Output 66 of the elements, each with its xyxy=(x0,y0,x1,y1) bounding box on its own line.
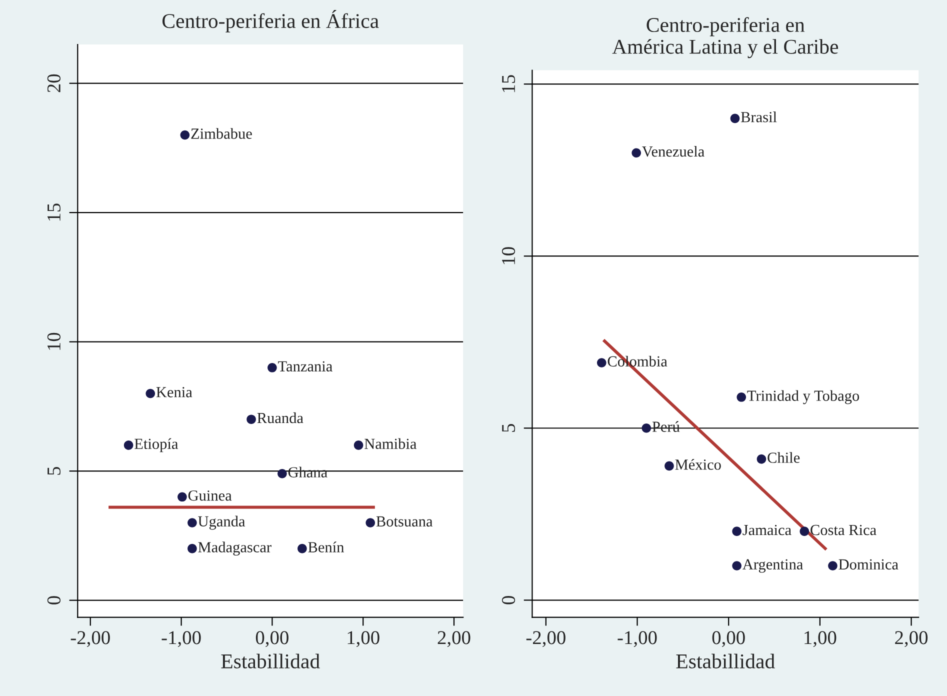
data-label: Chile xyxy=(768,452,800,463)
point xyxy=(268,362,277,372)
y-tick-label: 15 xyxy=(47,204,61,221)
chart-title: Centro-periferia en África xyxy=(162,10,379,32)
x-tick-label: -1,00 xyxy=(162,631,201,648)
point xyxy=(298,544,307,554)
y-tick-label: 10 xyxy=(502,247,516,264)
data-label: Brasil xyxy=(740,112,777,122)
point xyxy=(188,518,197,528)
data-label: Namibia xyxy=(364,438,416,450)
data-label: Dominica xyxy=(838,559,898,570)
point xyxy=(632,148,641,158)
y-tick-label: 0 xyxy=(47,596,61,604)
x-axis-title: Estabillidad xyxy=(221,654,320,668)
point xyxy=(732,526,742,536)
data-label: México xyxy=(675,459,721,470)
point xyxy=(756,454,766,464)
data-label: Trinidad y Tobago xyxy=(747,390,860,404)
point xyxy=(642,423,652,433)
point xyxy=(730,114,740,124)
point xyxy=(146,388,156,398)
data-label: Botsuana xyxy=(376,516,433,527)
x-tick-label: 1,00 xyxy=(348,631,380,648)
point xyxy=(246,414,256,424)
point xyxy=(188,544,197,554)
point xyxy=(596,358,606,368)
y-tick-label: 15 xyxy=(502,75,516,92)
x-tick-label: 2,00 xyxy=(895,631,928,648)
data-label: Venezuela xyxy=(642,146,704,157)
data-label: Costa Rica xyxy=(810,524,876,536)
x-axis-title: Estabillidad xyxy=(676,654,775,668)
y-tick-label: 20 xyxy=(47,74,61,92)
data-label: Guinea xyxy=(188,490,232,501)
x-tick-label: 0,00 xyxy=(712,631,745,648)
x-tick-label: -2,00 xyxy=(526,631,566,648)
point xyxy=(828,561,838,570)
x-tick-label: -2,00 xyxy=(70,631,110,648)
data-label: Uganda xyxy=(198,516,246,530)
data-label: Etiopía xyxy=(134,438,178,452)
data-label: Jamaica xyxy=(742,524,792,536)
data-label: Tanzania xyxy=(278,361,332,372)
y-tick-label: 0 xyxy=(502,596,516,604)
data-label: Kenia xyxy=(156,387,192,398)
x-tick-label: 0,00 xyxy=(256,631,288,648)
x-tick-label: 1,00 xyxy=(804,631,836,648)
point xyxy=(736,392,746,402)
point xyxy=(732,561,742,570)
point xyxy=(800,526,810,536)
x-tick-label: -1,00 xyxy=(618,631,657,648)
data-label: Benín xyxy=(308,542,344,552)
chart-title: Centro-periferia en América Latina y el Caribe xyxy=(612,17,838,58)
point xyxy=(354,440,364,450)
data-label: Zimbabue xyxy=(191,128,252,139)
y-tick-label: 5 xyxy=(48,466,61,475)
y-tick-label: 5 xyxy=(502,424,516,432)
data-label: Madagascar xyxy=(198,542,272,556)
x-tick-label: 2,00 xyxy=(438,631,470,648)
data-label: Ruanda xyxy=(257,412,304,424)
point xyxy=(366,518,376,528)
point xyxy=(180,130,190,140)
point xyxy=(178,492,187,502)
point xyxy=(124,440,134,450)
data-label: Argentina xyxy=(742,559,803,573)
point xyxy=(278,468,287,478)
point xyxy=(664,461,674,471)
y-tick-label: 10 xyxy=(47,332,61,350)
